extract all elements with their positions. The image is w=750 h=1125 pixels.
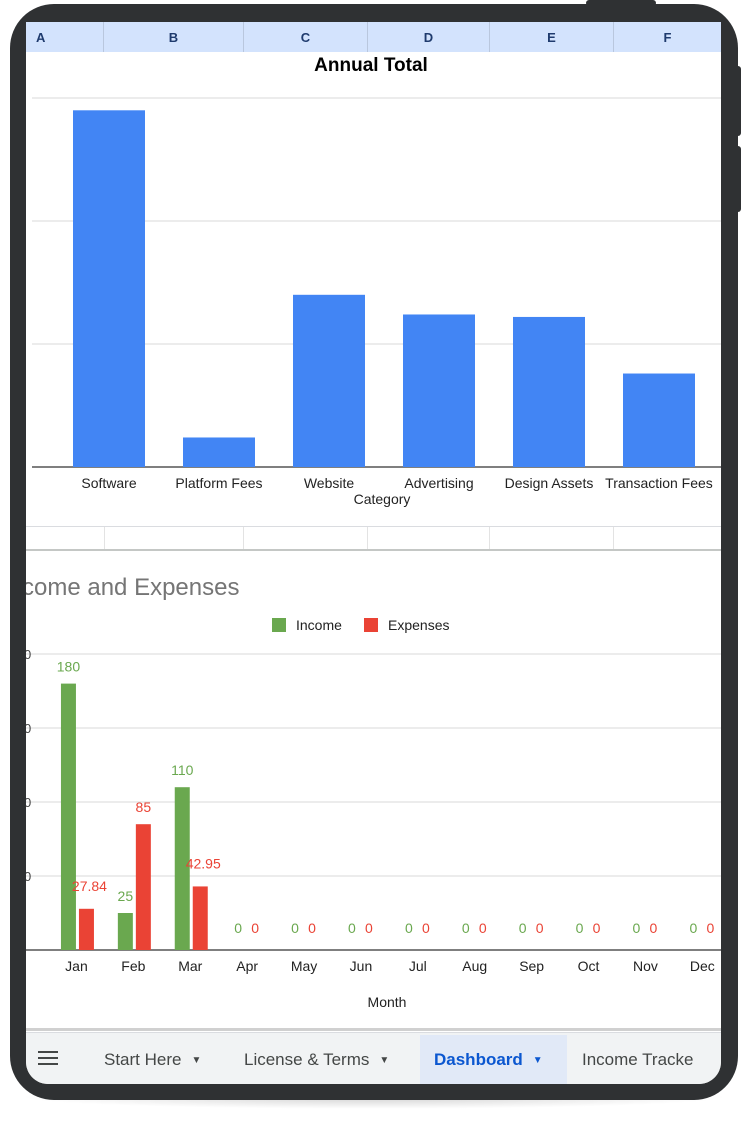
legend-swatch-income (272, 618, 286, 632)
income-bar-mar[interactable] (174, 787, 190, 950)
tab-label: Start Here (104, 1050, 182, 1069)
annual-total-chart-svg: Annual Total Software Platform Fees Websit… (32, 55, 721, 507)
menu-icon[interactable] (38, 1051, 58, 1065)
income-data-label: 0 (348, 920, 356, 936)
bar-platform-fees[interactable] (183, 437, 255, 467)
x-tick-label: Advertising (404, 475, 473, 491)
income-data-label: 110 (171, 762, 194, 778)
expenses-data-label: 0 (251, 920, 259, 936)
spreadsheet-screen: A B C D E F Annual Total Software Platfor… (26, 22, 721, 1084)
x-tick-label: Oct (578, 958, 600, 974)
tab-income-tracker[interactable]: Income Tracke (582, 1035, 694, 1084)
y-tick-label-clipped: 0 (26, 721, 31, 736)
x-tick-label: Transaction Fees (605, 475, 713, 491)
x-axis-title: Month (368, 994, 407, 1010)
x-tick-label: Sep (519, 958, 544, 974)
income-bar-feb[interactable] (117, 913, 133, 950)
caret-down-icon[interactable]: ▼ (532, 1054, 543, 1066)
expenses-data-label: 85 (136, 799, 152, 815)
x-tick-label: Platform Fees (175, 475, 262, 491)
x-tick-label: May (291, 958, 317, 974)
expenses-bar-jan[interactable] (78, 908, 94, 950)
chart-separator (26, 549, 721, 551)
bar-software[interactable] (73, 110, 145, 468)
income-data-label: 0 (689, 920, 697, 936)
column-header-d[interactable]: D (368, 22, 490, 52)
y-tick-label-clipped: 0 (26, 795, 31, 810)
volume-down-button (735, 146, 741, 212)
income-data-label: 180 (57, 659, 81, 675)
x-tick-label: Design Assets (505, 475, 594, 491)
bar-website[interactable] (293, 294, 365, 467)
x-tick-label: Jun (350, 958, 373, 974)
volume-up-button (735, 66, 741, 136)
x-tick-label: Website (304, 475, 355, 491)
tab-label: Income Tracke (582, 1050, 694, 1069)
column-header-a[interactable]: A (26, 22, 104, 52)
column-header-row: A B C D E F (26, 22, 721, 52)
income-data-label: 0 (405, 920, 413, 936)
power-button (586, 0, 656, 6)
income-data-label: 0 (576, 920, 584, 936)
bar-advertising[interactable] (403, 314, 475, 467)
expenses-bar-mar[interactable] (192, 886, 208, 950)
chart-legend: Income Expenses (272, 617, 449, 633)
expenses-data-label: 42.95 (186, 855, 221, 871)
x-axis-title: Category (354, 491, 411, 507)
legend-label-expenses: Expenses (388, 617, 449, 633)
tab-label: License & Terms (244, 1050, 370, 1069)
y-tick-label-clipped: 0 (26, 647, 31, 662)
x-tick-label: Jul (409, 958, 427, 974)
expenses-data-label: 0 (479, 920, 487, 936)
x-tick-label: Mar (178, 958, 202, 974)
sheet-row[interactable] (26, 526, 721, 549)
expenses-data-label: 0 (422, 920, 430, 936)
caret-down-icon[interactable]: ▼ (191, 1054, 202, 1066)
expenses-bar-feb[interactable] (135, 824, 151, 950)
bottom-separator (26, 1028, 721, 1031)
y-tick-label-clipped: 0 (26, 869, 31, 884)
income-data-label: 0 (291, 920, 299, 936)
column-header-e[interactable]: E (490, 22, 614, 52)
income-bar-jan[interactable] (60, 683, 76, 950)
chart-title: come and Expenses (26, 574, 239, 601)
sheet-tab-bar: Start Here ▼ License & Terms ▼ Dashboard… (26, 1032, 721, 1084)
income-data-label: 0 (633, 920, 641, 936)
expenses-data-label: 0 (706, 920, 714, 936)
expenses-data-label: 0 (365, 920, 373, 936)
tab-dashboard[interactable]: Dashboard ▼ (420, 1035, 567, 1084)
tab-start-here[interactable]: Start Here ▼ (88, 1035, 217, 1084)
income-data-label: 0 (462, 920, 470, 936)
x-tick-label: Nov (633, 958, 658, 974)
chart-title: Annual Total (314, 55, 428, 76)
tab-label: Dashboard (434, 1050, 523, 1069)
x-tick-label: Software (81, 475, 136, 491)
tab-license-terms[interactable]: License & Terms ▼ (228, 1035, 405, 1084)
income-data-label: 0 (519, 920, 527, 936)
income-data-label: 0 (234, 920, 242, 936)
caret-down-icon[interactable]: ▼ (379, 1054, 390, 1066)
expenses-data-label: 0 (650, 920, 658, 936)
income-data-label: 25 (118, 888, 134, 904)
x-tick-label: Aug (462, 958, 487, 974)
legend-swatch-expenses (364, 618, 378, 632)
column-header-b[interactable]: B (104, 22, 244, 52)
x-tick-label: Jan (65, 958, 88, 974)
bar-transaction-fees[interactable] (623, 373, 695, 467)
column-header-c[interactable]: C (244, 22, 368, 52)
bar-design-assets[interactable] (513, 316, 585, 467)
x-tick-label: Dec (690, 958, 715, 974)
expenses-data-label: 0 (536, 920, 544, 936)
annual-total-chart[interactable]: Annual Total Software Platform Fees Websit… (26, 52, 721, 522)
column-header-f[interactable]: F (663, 29, 672, 45)
legend-label-income: Income (296, 617, 342, 633)
expenses-data-label: 0 (308, 920, 316, 936)
expenses-data-label: 0 (593, 920, 601, 936)
expenses-data-label: 27.84 (72, 878, 107, 894)
x-tick-label: Feb (121, 958, 145, 974)
x-tick-label: Apr (236, 958, 258, 974)
